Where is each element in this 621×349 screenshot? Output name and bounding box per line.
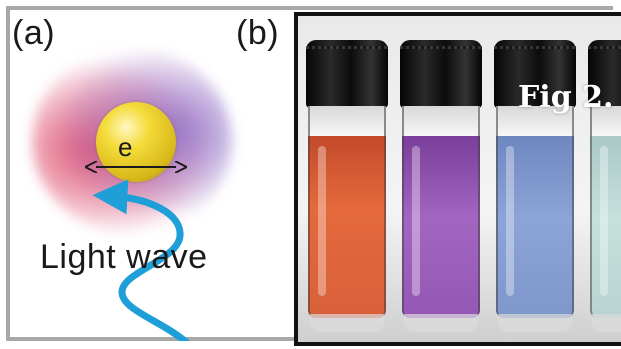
- vial-liquid: [308, 136, 386, 332]
- figure-caption-overlay: Fig 2.: [518, 80, 614, 115]
- panel-b-photo: Fig 2.: [294, 12, 621, 346]
- vial-liquid: [496, 136, 574, 332]
- vial-cap: [588, 40, 621, 108]
- vial-neck: [496, 106, 574, 136]
- vials-photo: Fig 2.: [298, 16, 621, 342]
- light-wave-label: Light wave: [40, 238, 208, 276]
- vial-purple: [400, 40, 482, 340]
- vial-liquid: [402, 136, 480, 332]
- electron-label: e: [118, 132, 133, 162]
- panel-a-drawing: [10, 10, 190, 341]
- vial-neck: [590, 106, 621, 136]
- panel-label-b: (b): [236, 14, 280, 52]
- vial-liquid: [590, 136, 621, 332]
- vial-neck: [308, 106, 386, 136]
- vial-blue: [494, 40, 576, 340]
- vial-cap: [494, 40, 576, 108]
- vial-orange: [306, 40, 388, 340]
- light-wave-arrow: [92, 179, 190, 341]
- panel-a: [10, 10, 290, 341]
- vial-cap: [306, 40, 388, 108]
- vial-cap: [400, 40, 482, 108]
- panel-label-a: (a): [12, 14, 56, 52]
- vial-teal: [588, 40, 621, 340]
- vial-neck: [402, 106, 480, 136]
